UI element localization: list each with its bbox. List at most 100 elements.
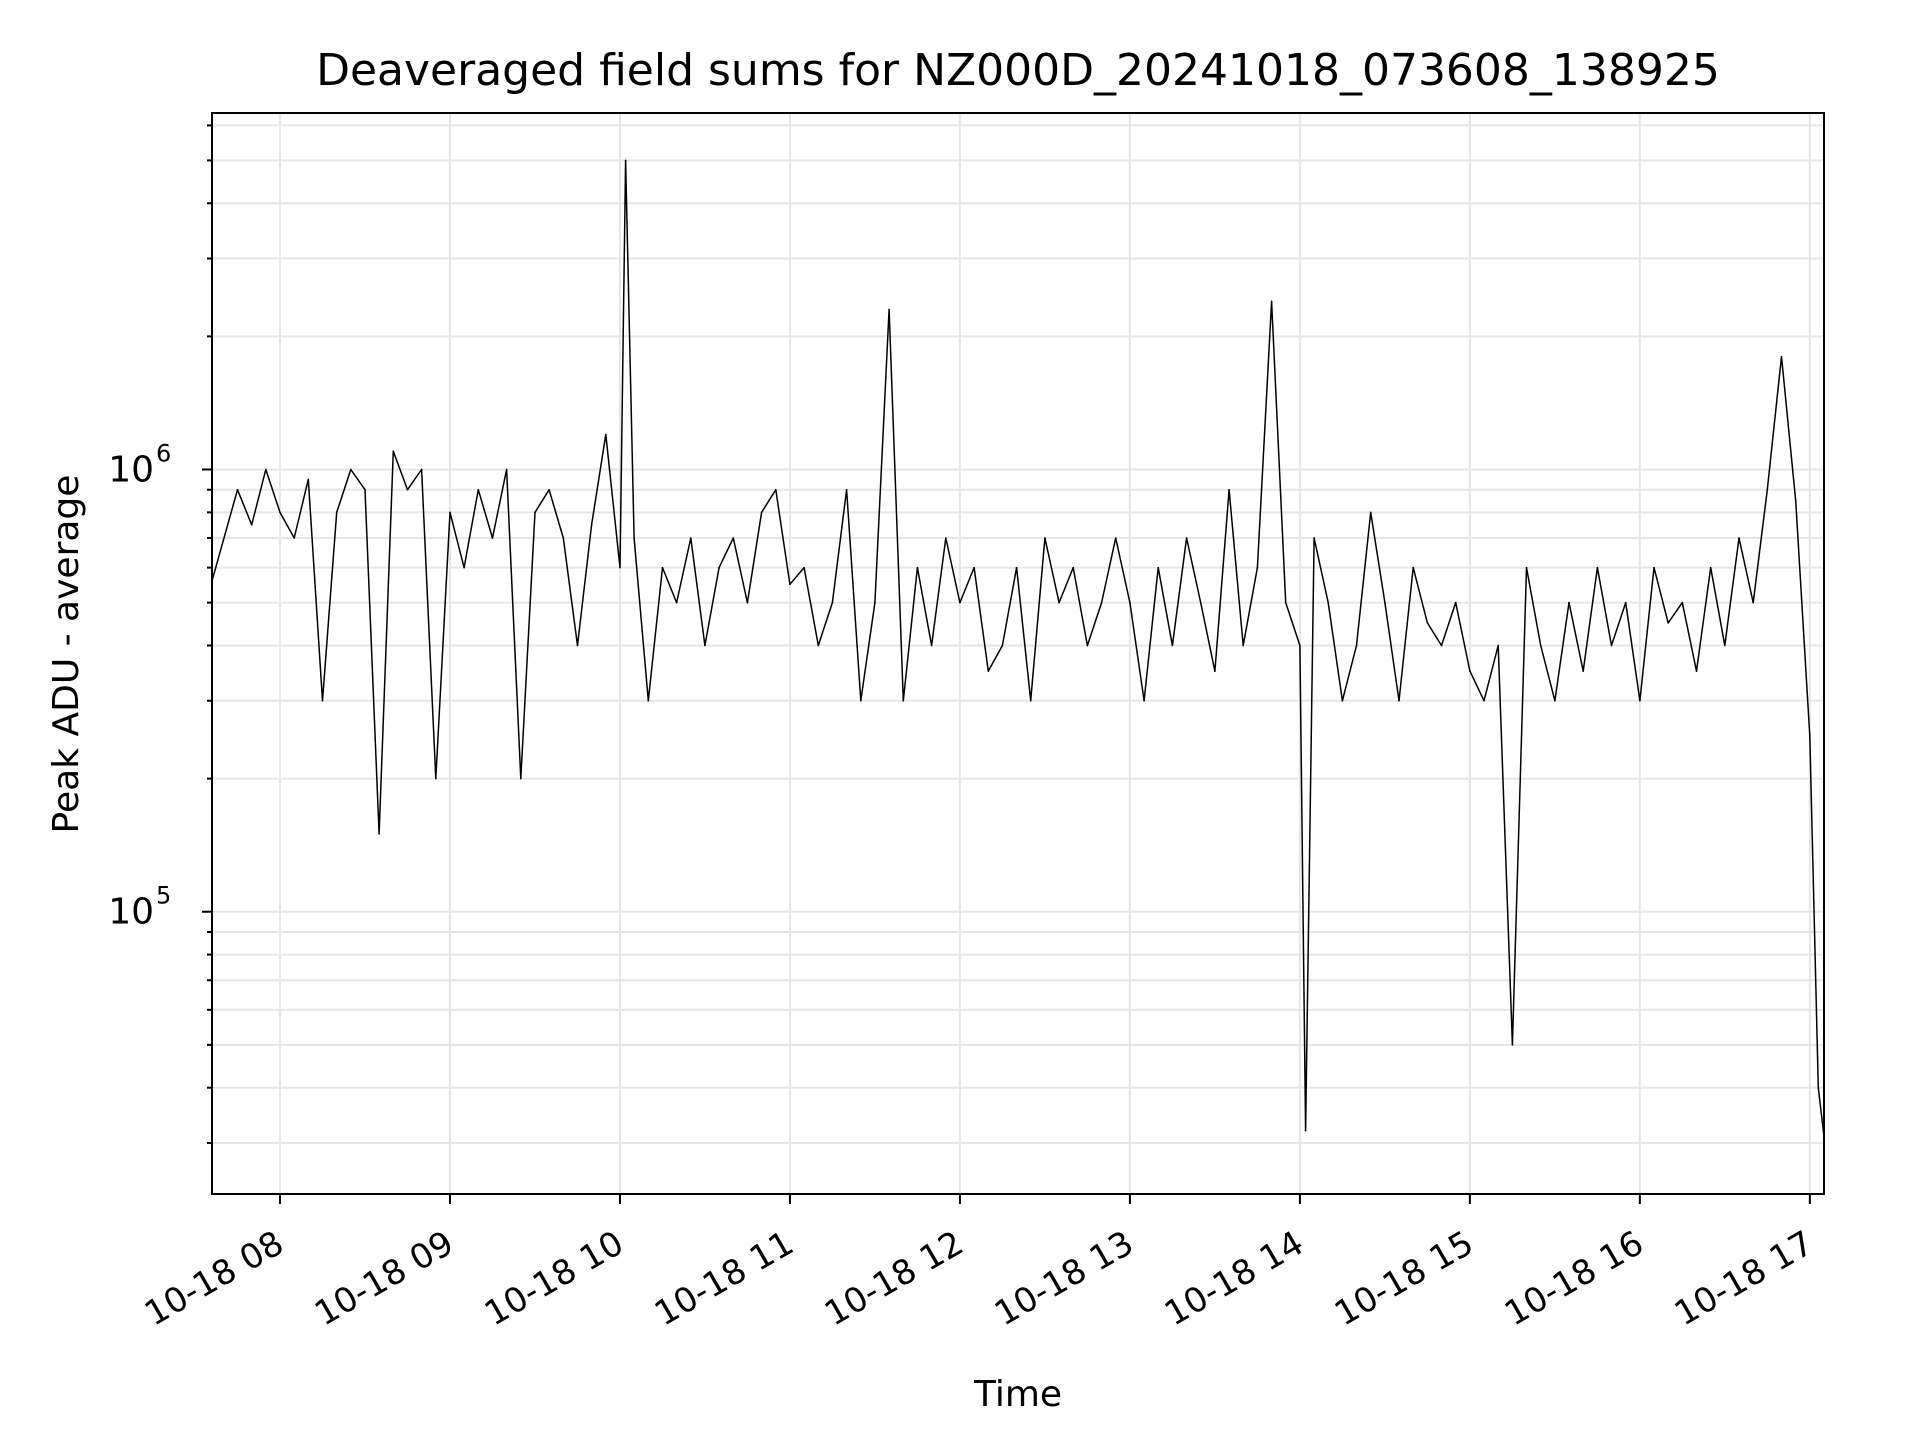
data-point: [1369, 511, 1372, 514]
data-point: [661, 566, 664, 569]
data-point: [1304, 1129, 1307, 1132]
data-point: [1624, 601, 1627, 604]
data-point: [1454, 601, 1457, 604]
data-point: [1766, 488, 1769, 491]
data-point: [1794, 499, 1797, 502]
data-point: [1029, 699, 1032, 702]
data-point: [265, 468, 267, 471]
data-point: [293, 537, 295, 539]
data-point: [1469, 670, 1471, 672]
data-point: [1384, 601, 1386, 604]
data-point: [944, 537, 947, 539]
data-point: [1242, 644, 1245, 647]
data-point: [1724, 644, 1726, 647]
data-point: [1817, 1086, 1820, 1089]
data-point: [1341, 699, 1344, 702]
y-tick-label: 10 6: [108, 440, 171, 491]
data-point: [647, 699, 650, 702]
data-point: [732, 537, 735, 539]
data-point: [789, 583, 791, 586]
data-point: [959, 601, 961, 604]
data-point: [1355, 644, 1358, 647]
data-point: [718, 566, 720, 569]
data-point: [760, 511, 763, 514]
data-point: [1709, 566, 1712, 569]
data-point: [1539, 644, 1542, 647]
data-point: [1214, 670, 1216, 672]
data-point: [1398, 699, 1400, 702]
data-point: [350, 468, 352, 471]
data-point: [675, 601, 678, 604]
data-point: [534, 511, 536, 514]
data-point: [1072, 566, 1075, 569]
data-point: [1780, 355, 1783, 358]
data-point: [562, 537, 565, 539]
data-point: [505, 468, 508, 471]
data-point: [1440, 644, 1443, 647]
data-point: [888, 308, 890, 311]
data-point: [704, 644, 706, 647]
data-point: [1738, 537, 1740, 539]
data-point: [774, 488, 777, 491]
y-tick-label: 10 5: [108, 882, 171, 933]
data-point: [746, 601, 749, 604]
data-point: [392, 450, 395, 453]
data-point: [1256, 566, 1259, 569]
data-point: [803, 566, 805, 569]
data-point: [845, 488, 848, 491]
data-point: [987, 670, 990, 672]
data-point: [250, 523, 253, 526]
data-point: [930, 644, 933, 647]
data-point: [1554, 699, 1556, 702]
data-point: [1157, 566, 1160, 569]
data-point: [1653, 566, 1655, 569]
data-point: [307, 478, 310, 481]
data-point: [689, 537, 692, 539]
data-point: [1114, 537, 1117, 539]
series-line: [211, 159, 1825, 1138]
data-point: [1299, 644, 1301, 647]
chart-title: Deaveraged field sums for NZ000D_2024101…: [316, 45, 1720, 96]
data-point: [916, 566, 919, 569]
y-tick-label-base: 10: [108, 892, 154, 933]
data-point: [817, 644, 820, 647]
data-point: [831, 601, 834, 604]
data-point: [1058, 601, 1060, 604]
data-point: [1129, 601, 1131, 604]
data-point: [604, 433, 607, 436]
data-point: [420, 468, 423, 471]
data-point: [1497, 644, 1500, 647]
data-point: [1143, 699, 1145, 702]
data-point: [1171, 644, 1174, 647]
data-point: [1681, 601, 1684, 604]
data-point: [1483, 699, 1485, 702]
data-point: [520, 777, 522, 780]
data-point: [1044, 537, 1046, 539]
y-tick-label-base: 10: [108, 450, 154, 491]
data-point: [1199, 601, 1202, 604]
data-point: [1228, 488, 1230, 491]
data-point: [463, 566, 465, 569]
data-point: [406, 488, 409, 491]
data-point: [279, 511, 281, 514]
x-axis-label: Time: [973, 1374, 1062, 1415]
data-point: [973, 566, 975, 569]
data-point: [1695, 670, 1698, 672]
data-point: [335, 511, 338, 514]
plot-area: [211, 159, 1825, 1138]
data-point: [491, 537, 494, 539]
data-point: [449, 511, 451, 514]
y-tick-label-exponent: 5: [156, 882, 171, 910]
data-point: [1582, 670, 1584, 672]
data-point: [1327, 601, 1330, 604]
data-point: [321, 699, 324, 702]
data-point: [1001, 644, 1004, 647]
data-point: [1596, 566, 1599, 569]
data-point: [378, 833, 380, 835]
data-point: [590, 523, 593, 526]
data-point: [619, 566, 621, 569]
data-point: [1100, 601, 1103, 604]
